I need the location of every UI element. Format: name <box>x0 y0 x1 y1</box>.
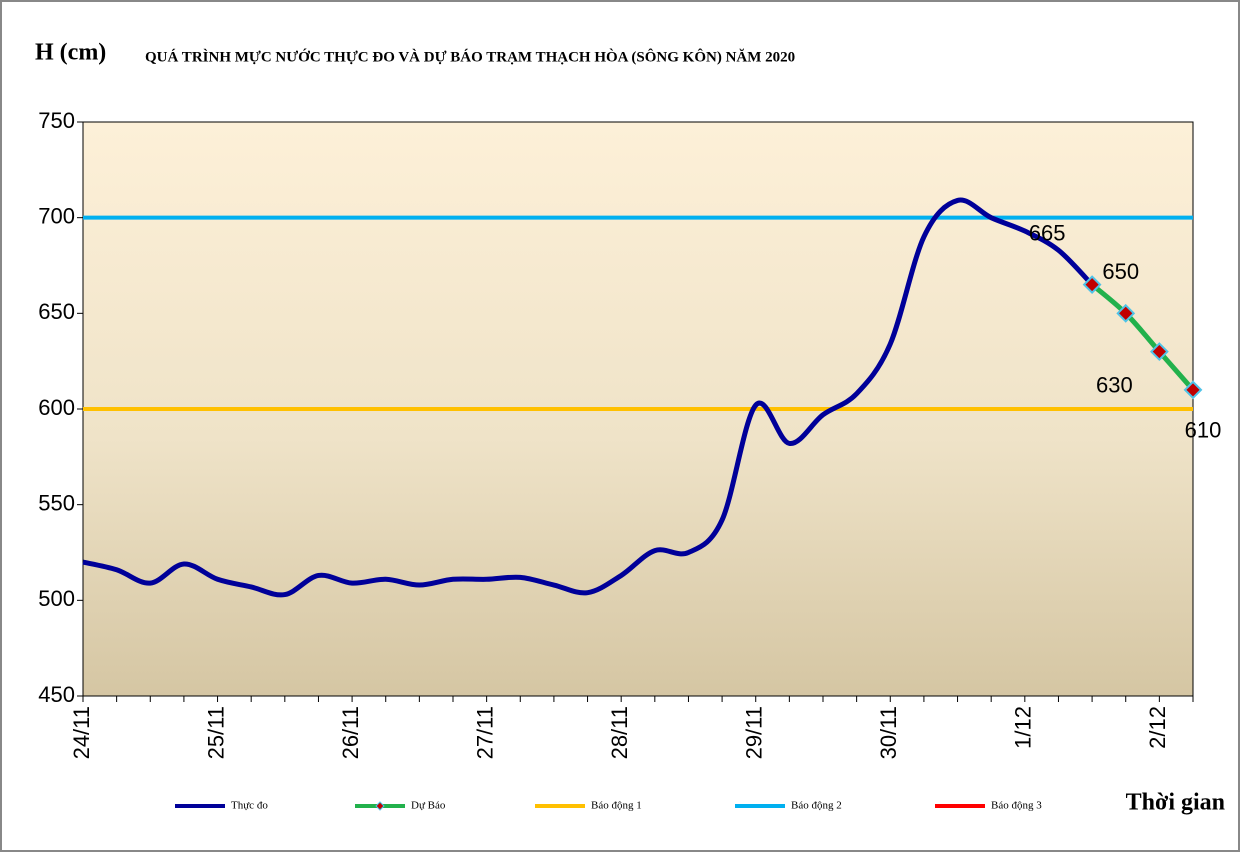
x-tick-label: 30/11 <box>876 706 901 759</box>
legend-label: Báo động 3 <box>991 800 1042 812</box>
legend-marker <box>375 801 385 811</box>
legend-label: Báo động 2 <box>791 800 842 812</box>
x-tick-label: 2/12 <box>1145 706 1170 749</box>
legend-label: Báo động 1 <box>591 800 642 812</box>
x-tick-label: 25/11 <box>203 706 228 759</box>
data-label: 650 <box>1102 259 1139 284</box>
y-tick-label: 650 <box>38 299 75 324</box>
chart-title: QUÁ TRÌNH MỰC NƯỚC THỰC ĐO VÀ DỰ BÁO TRẠ… <box>145 48 795 65</box>
legend-label: Thực đo <box>231 800 268 812</box>
y-tick-label: 750 <box>38 108 75 133</box>
series-line <box>82 197 1094 598</box>
data-label: 610 <box>1185 418 1222 443</box>
y-tick-label: 500 <box>38 586 75 611</box>
x-axis-title: Thời gian <box>1126 790 1225 816</box>
legend-label: Dự Báo <box>411 800 446 812</box>
series-line <box>1090 282 1195 392</box>
y-tick-label: 600 <box>38 395 75 420</box>
x-tick-label: 28/11 <box>607 706 632 759</box>
x-tick-label: 26/11 <box>338 706 363 759</box>
x-tick-label: 27/11 <box>472 706 497 759</box>
y-tick-label: 550 <box>38 490 75 515</box>
data-label: 630 <box>1096 372 1133 397</box>
x-tick-label: 29/11 <box>742 706 767 759</box>
x-tick-label: 24/11 <box>69 706 94 759</box>
y-tick-label: 700 <box>38 203 75 228</box>
x-tick-label: 1/12 <box>1011 706 1036 749</box>
forecast-marker <box>1116 303 1136 323</box>
forecast-marker <box>1082 275 1102 295</box>
forecast-marker <box>1149 342 1169 362</box>
y-tick-label: 450 <box>38 682 75 707</box>
forecast-marker <box>1183 380 1203 400</box>
data-label: 665 <box>1029 220 1066 245</box>
y-axis-title: H (cm) <box>35 40 106 66</box>
